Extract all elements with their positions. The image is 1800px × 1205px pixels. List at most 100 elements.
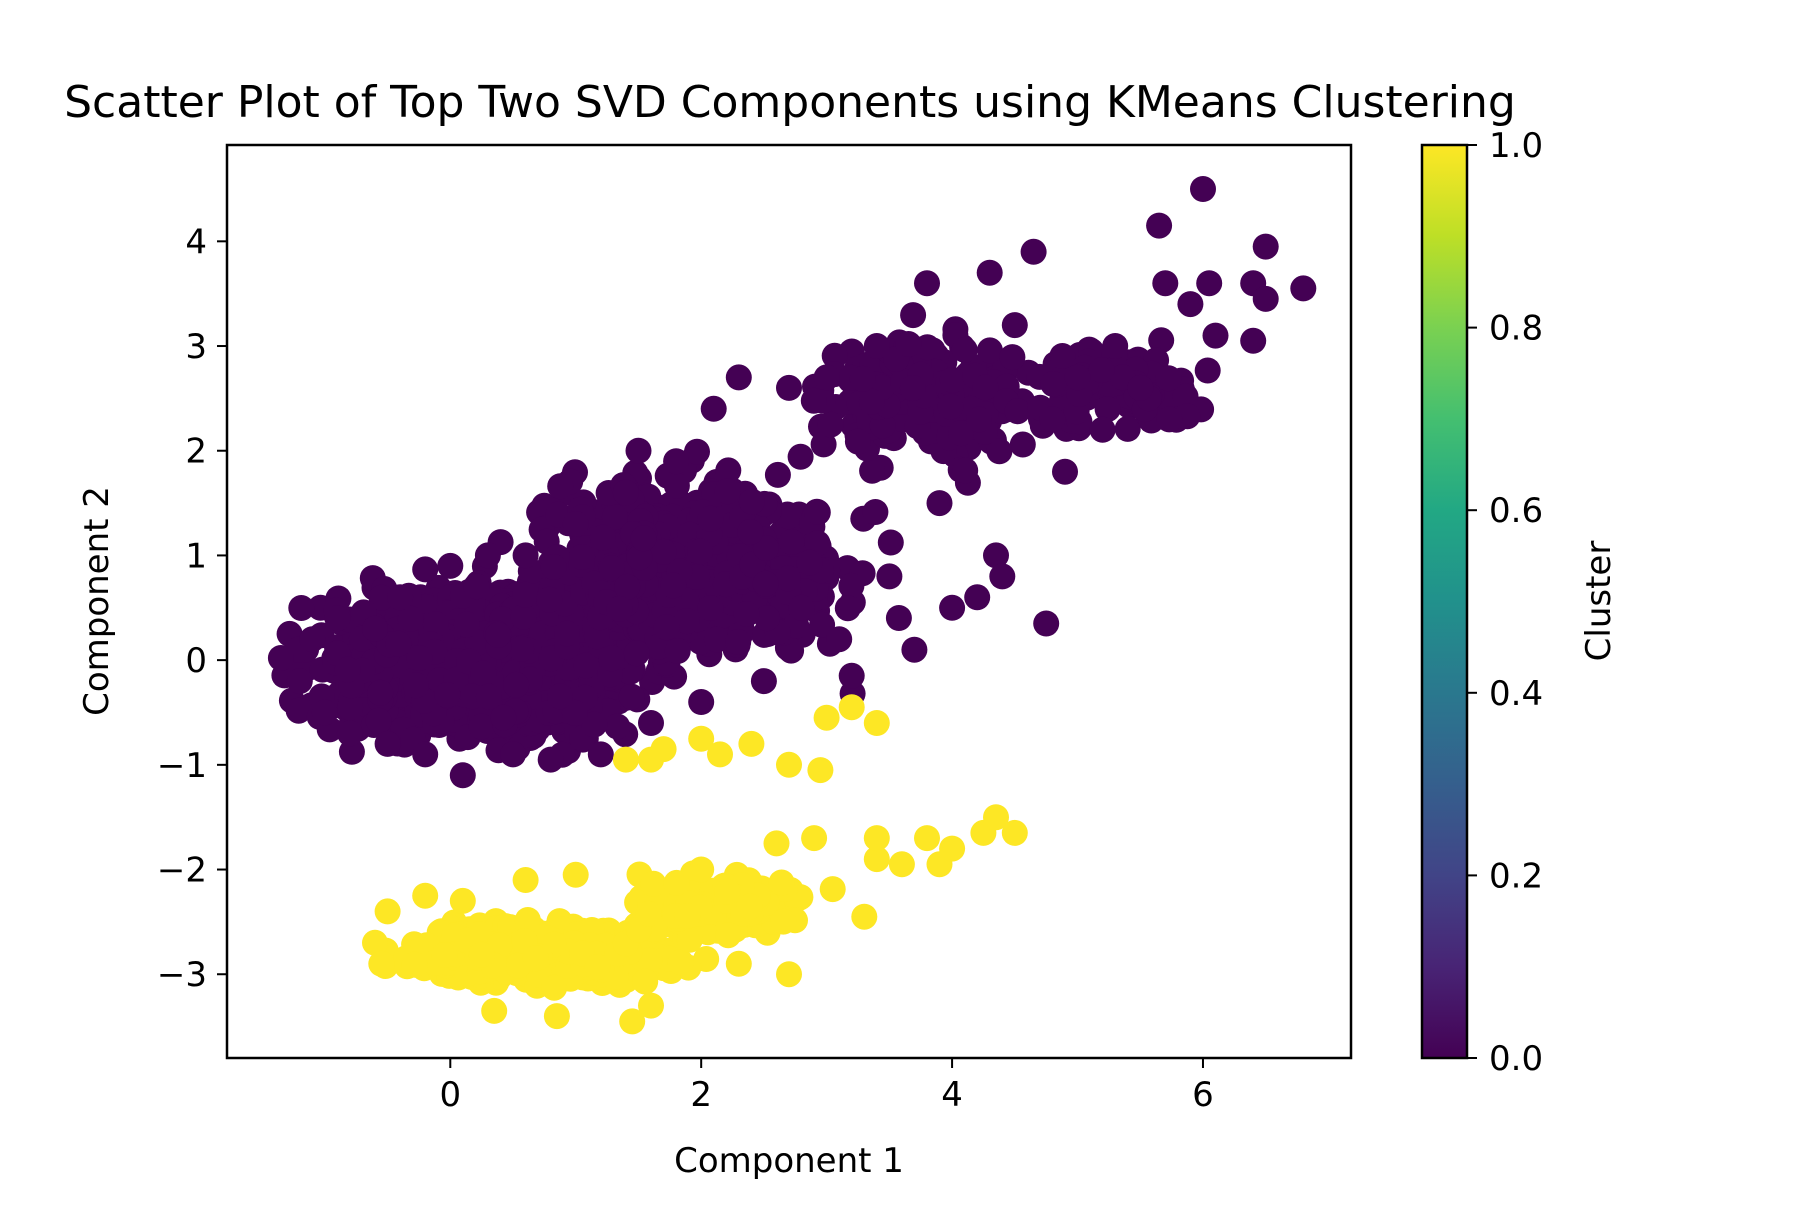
scatter-point	[449, 887, 476, 914]
scatter-point	[738, 730, 765, 757]
scatter-point	[1040, 371, 1067, 397]
scatter-point	[989, 563, 1016, 590]
y-tick-label: 1	[185, 536, 207, 576]
scatter-point	[826, 626, 853, 653]
colorbar	[1422, 145, 1467, 1058]
scatter-point	[500, 741, 526, 768]
scatter-point	[776, 961, 802, 988]
scatter-point	[640, 870, 667, 897]
scatter-point	[412, 882, 439, 909]
scatter-point	[707, 741, 733, 768]
scatter-point	[939, 835, 966, 862]
scatter-point	[561, 699, 588, 726]
scatter-point	[663, 472, 690, 499]
y-tick-label: 4	[185, 222, 207, 262]
scatter-point	[807, 757, 834, 784]
scatter-point	[770, 908, 797, 935]
scatter-point	[700, 395, 727, 422]
scatter-point	[619, 1008, 646, 1035]
scatter-point	[1202, 322, 1229, 349]
scatter-point	[863, 333, 890, 359]
scatter-point	[475, 683, 502, 710]
scatter-point	[367, 679, 394, 706]
scatter-point	[778, 529, 805, 555]
scatter-point	[1009, 431, 1036, 458]
scatter-point	[688, 856, 715, 883]
scatter-point	[952, 457, 979, 484]
points-layer	[267, 176, 1317, 1035]
scatter-point	[362, 615, 388, 642]
scatter-point	[983, 804, 1009, 831]
scatter-point	[775, 503, 802, 530]
scatter-point	[481, 997, 508, 1024]
scatter-point	[737, 519, 764, 545]
scatter-point	[725, 629, 752, 655]
scatter-point	[972, 374, 999, 401]
scatter-point	[422, 611, 449, 638]
scatter-point	[474, 542, 501, 569]
scatter-point	[1156, 406, 1183, 433]
scatter-point	[688, 689, 715, 715]
scatter-point	[604, 713, 631, 740]
scatter-point	[512, 867, 539, 893]
scatter-point	[838, 572, 865, 599]
scatter-point	[951, 336, 978, 363]
y-tick-label: −3	[157, 955, 207, 995]
scatter-point	[650, 538, 677, 565]
scatter-point	[838, 662, 865, 689]
scatter-point	[512, 542, 539, 569]
scatter-point	[562, 861, 589, 888]
scatter-point	[537, 746, 564, 773]
scatter-point	[587, 741, 614, 768]
scatter-point	[803, 498, 830, 525]
scatter-point	[1102, 333, 1129, 359]
scatter-point	[688, 725, 715, 752]
scatter-point	[877, 529, 904, 556]
scatter-point	[763, 830, 790, 857]
scatter-point	[863, 846, 890, 873]
scatter-point	[838, 694, 865, 721]
scatter-point	[362, 929, 388, 956]
scatter-point	[1152, 270, 1179, 297]
scatter-point	[606, 595, 633, 622]
scatter-point	[914, 825, 940, 852]
scatter-point	[1049, 343, 1076, 369]
scatter-point	[813, 364, 840, 391]
chart-title: Scatter Plot of Top Two SVD Components u…	[64, 77, 1516, 128]
scatter-point	[1089, 416, 1116, 443]
scatter-point	[676, 926, 703, 953]
x-axis-label: Component 1	[674, 1141, 904, 1181]
scatter-point	[754, 605, 781, 632]
scatter-point	[664, 638, 691, 664]
scatter-point	[834, 595, 861, 622]
scatter-point	[401, 951, 428, 978]
scatter-point	[374, 730, 401, 757]
scatter-point	[939, 367, 966, 393]
scatter-point	[536, 586, 563, 613]
scatter-point	[775, 565, 801, 592]
y-tick-label: 2	[185, 432, 207, 472]
scatter-point	[650, 736, 677, 763]
scatter-point	[1114, 415, 1141, 442]
scatter-point	[1094, 396, 1121, 423]
y-tick-label: −1	[157, 746, 207, 786]
scatter-point	[736, 893, 763, 920]
colorbar-label: Cluster	[1579, 541, 1619, 662]
scatter-point	[764, 461, 791, 488]
scatter-point	[374, 898, 401, 925]
scatter-point	[849, 365, 876, 392]
scatter-point	[368, 950, 395, 977]
scatter-point	[1148, 327, 1175, 354]
y-tick-label: 3	[185, 327, 207, 367]
scatter-point	[468, 713, 495, 740]
scatter-point	[368, 584, 395, 611]
scatter-point	[948, 420, 974, 447]
colorbar-frame	[1420, 143, 1469, 1060]
scatter-point	[541, 974, 568, 1001]
colorbar-tick-label: 1.0	[1489, 126, 1543, 166]
scatter-point	[660, 572, 687, 599]
scatter-point	[1039, 406, 1066, 433]
scatter-point	[738, 488, 765, 515]
scatter-point	[714, 878, 741, 905]
